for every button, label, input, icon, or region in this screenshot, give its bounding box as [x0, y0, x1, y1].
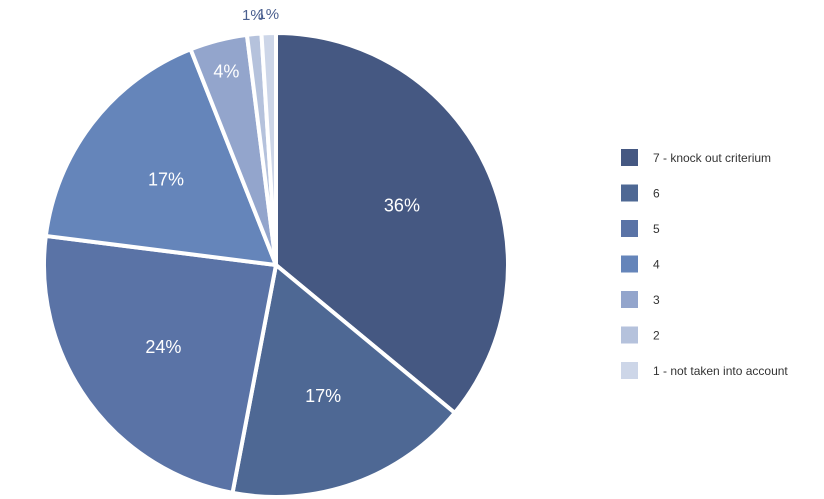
legend-label: 4: [653, 258, 660, 272]
slice-value-label: 1%: [257, 6, 279, 23]
legend-swatch: [621, 220, 638, 237]
legend-label: 5: [653, 222, 660, 236]
slice-value-label: 17%: [305, 386, 341, 406]
slice-value-label: 4%: [213, 62, 239, 82]
legend-swatch: [621, 149, 638, 166]
pie-slices: [42, 31, 510, 499]
pie-slice: [259, 31, 278, 267]
legend-label: 6: [653, 187, 660, 201]
slice-value-label: 36%: [384, 196, 420, 216]
legend-label: 3: [653, 293, 660, 307]
pie-slice: [43, 47, 278, 267]
legend-label: 1 - not taken into account: [653, 364, 788, 378]
slice-value-label: 1%: [242, 7, 264, 24]
legend-swatch: [621, 255, 638, 273]
slice-value-label: 24%: [145, 337, 181, 357]
legend-swatch: [621, 184, 638, 202]
legend-swatch: [621, 326, 638, 344]
legend: 7 - knock out criterium 6 5 4 3 2 1 - not take…: [621, 149, 788, 379]
pie-slice: [42, 233, 278, 495]
pie-slice: [274, 31, 510, 415]
pie-slice-labels: 36% 17% 24% 17% 4% 1%1%: [145, 6, 420, 406]
legend-swatch: [621, 291, 638, 308]
slice-value-label: 17%: [148, 170, 184, 190]
legend-label: 7 - knock out criterium: [653, 151, 771, 165]
pie-slice: [230, 263, 457, 499]
legend-label: 2: [653, 329, 660, 343]
legend-swatch: [621, 362, 638, 379]
